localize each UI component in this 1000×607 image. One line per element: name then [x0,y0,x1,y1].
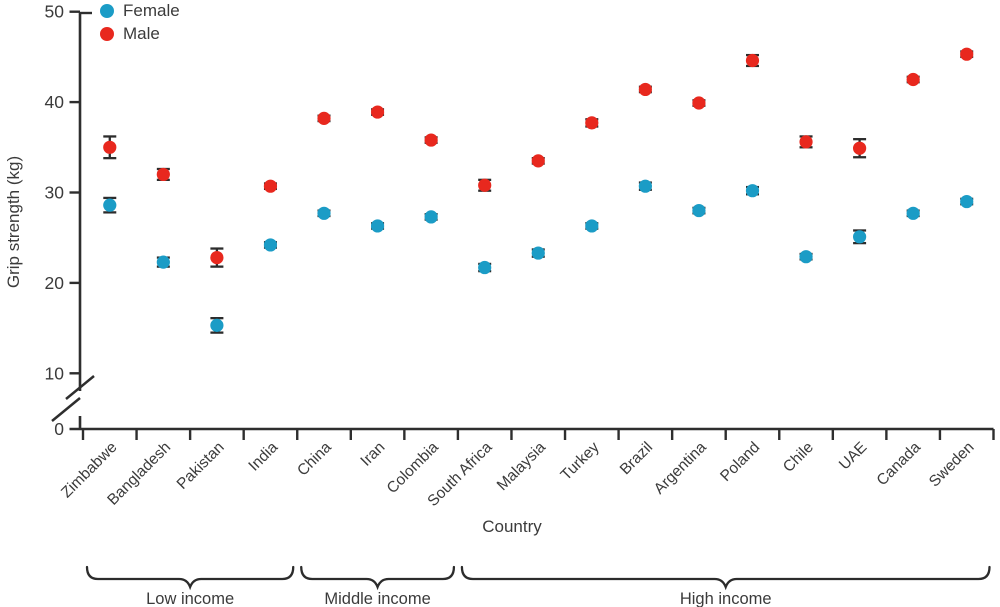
point-female-iran [370,219,385,233]
x-tick-label-india: India [245,439,281,475]
point-female-sweden [960,194,974,209]
y-tick-label: 30 [45,183,65,203]
x-tick-label-chile: Chile [780,439,817,476]
y-axis-title: Grip strength (kg) [4,155,23,289]
point-female-india [263,238,278,252]
point-female-turkey [585,219,599,233]
x-axis-title: Country [482,517,542,536]
x-tick-label-uae: UAE [836,439,871,474]
point-male-turkey [585,116,599,130]
point-female-canada [906,206,920,220]
income-group-label: Low income [146,590,234,607]
x-tick-label-china: China [294,439,335,480]
point-female-bangladesh [156,255,170,269]
x-tick-label-canada: Canada [874,439,925,490]
legend-entry-female: Female [100,1,180,21]
point-male-malaysia [531,154,545,168]
point-female-poland [745,184,760,198]
y-tick-label: 20 [45,273,65,293]
point-male-south-africa [478,178,492,192]
point-male-canada [906,72,920,87]
brace-low-income [85,565,295,591]
legend-entry-male: Male [100,24,180,44]
x-tick-label-pakistan: Pakistan [174,439,228,493]
female-marker-icon [100,4,114,18]
point-male-poland [745,53,760,68]
point-female-chile [799,250,813,264]
point-male-bangladesh [156,167,170,182]
y-tick-label: 0 [54,419,64,439]
point-male-iran [370,105,385,119]
point-male-sweden [960,47,974,61]
legend: Female Male [100,1,180,44]
point-female-china [317,206,331,220]
point-male-colombia [424,133,438,147]
point-female-brazil [638,179,652,193]
x-tick-label-argentina: Argentina [651,439,710,498]
brace-middle-income [300,565,456,591]
x-tick-label-iran: Iran [357,439,388,470]
point-female-colombia [424,210,438,224]
point-female-pakistan [210,318,224,332]
point-male-china [317,111,331,125]
point-male-chile [799,135,813,149]
point-female-zimbabwe [103,198,117,212]
y-tick-label: 40 [45,92,65,112]
x-tick-label-brazil: Brazil [617,439,656,478]
brace-high-income [460,565,991,591]
x-tick-label-sweden: Sweden [926,439,978,491]
x-tick-label-turkey: Turkey [558,439,603,484]
male-marker-icon [100,27,114,41]
point-female-south-africa [478,260,492,275]
x-tick-label-malaysia: Malaysia [494,439,550,495]
legend-label-female: Female [123,1,180,20]
point-male-uae [853,141,867,155]
axis-break-slash [65,375,95,400]
y-tick-label: 50 [45,2,65,22]
point-male-india [263,179,278,193]
income-group-label: Middle income [324,590,430,607]
point-female-argentina [692,203,706,218]
point-male-argentina [692,96,706,110]
point-female-uae [853,230,867,244]
point-male-brazil [638,82,652,97]
income-group-label: High income [680,590,772,607]
y-tick-label: 10 [45,363,65,383]
point-male-zimbabwe [103,140,117,154]
axis-break-slash [51,397,81,422]
x-tick-label-poland: Poland [717,439,763,485]
point-female-malaysia [531,246,545,260]
point-male-pakistan [210,250,224,265]
legend-label-male: Male [123,24,160,43]
